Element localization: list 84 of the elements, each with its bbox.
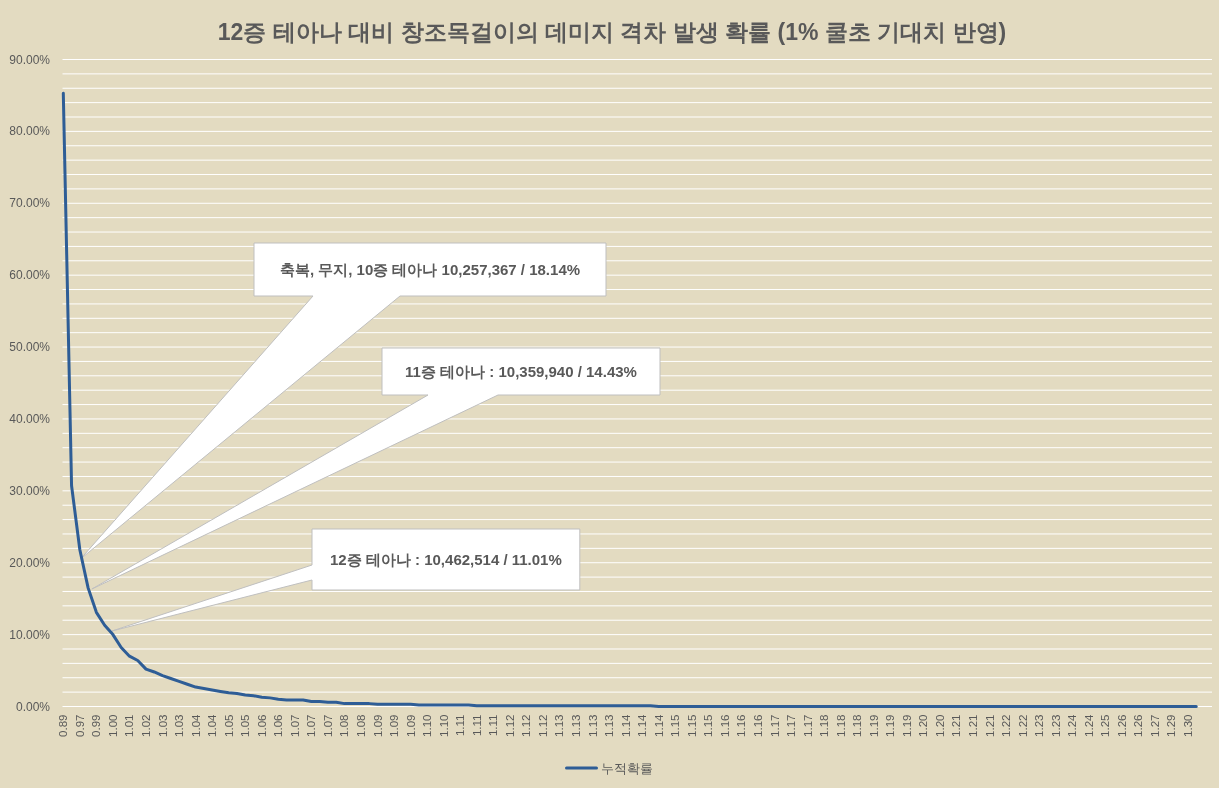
x-tick-label: 1.19: [900, 714, 913, 737]
x-tick-label: 1.13: [586, 714, 599, 737]
x-tick-label: 1.16: [735, 714, 748, 737]
x-tick-label: 1.13: [553, 714, 566, 737]
y-tick-label: 10.00%: [9, 627, 50, 642]
x-tick-label: 1.14: [619, 714, 632, 737]
x-tick-label: 1.02: [140, 714, 152, 737]
x-tick-label: 1.09: [404, 714, 417, 737]
x-tick-label: 1.23: [1033, 714, 1046, 737]
x-tick-label: 1.00: [106, 714, 119, 737]
x-tick-label: 1.04: [189, 714, 202, 737]
x-tick-label: 1.06: [272, 714, 285, 737]
x-tick-label: 1.21: [950, 714, 963, 737]
x-tick-label: 1.14: [636, 714, 649, 737]
x-tick-label: 1.11: [487, 714, 500, 737]
annotation: 축복, 무지, 10증 테아나 10,257,367 / 18.14%: [279, 261, 581, 278]
x-tick-label: 1.05: [239, 714, 252, 737]
x-tick-label: 1.18: [851, 714, 864, 737]
x-tick-label: 1.07: [288, 714, 301, 737]
y-tick-label: 40.00%: [9, 411, 50, 426]
x-tick-label: 1.10: [437, 714, 450, 737]
x-tick-label: 1.26: [1115, 714, 1128, 737]
x-tick-label: 1.12: [536, 714, 549, 737]
x-tick-label: 1.20: [917, 714, 930, 737]
x-tick-label: 1.07: [305, 714, 318, 737]
x-tick-label: 1.11: [454, 714, 467, 737]
x-tick-label: 1.15: [685, 714, 698, 737]
x-tick-label: 1.10: [421, 714, 434, 737]
x-tick-label: 1.03: [156, 714, 169, 737]
x-tick-label: 1.25: [1099, 714, 1112, 737]
x-tick-label: 1.27: [1148, 714, 1161, 737]
y-tick-label: 0.00%: [15, 699, 50, 714]
y-tick-label: 60.00%: [9, 268, 50, 283]
y-tick-label: 20.00%: [9, 555, 50, 570]
legend-label: 누적확률: [600, 760, 653, 776]
title: 12증 테아나 대비 창조목걸이의 데미지 격차 발생 확률 (1% 쿨초 기대치 반영): [217, 19, 1007, 45]
x-tick-label: 1.23: [1049, 714, 1062, 737]
x-tick-label: 1.08: [355, 714, 367, 737]
x-tick-label: 1.15: [702, 714, 715, 737]
y-tick-label: 70.00%: [9, 196, 50, 211]
x-tick-label: 1.26: [1132, 714, 1145, 737]
x-tick-label: 1.21: [983, 714, 996, 737]
x-tick-label: 1.01: [123, 714, 136, 737]
x-tick-label: 1.16: [751, 714, 764, 737]
x-tick-label: 0.97: [73, 714, 86, 737]
x-tick-label: 1.18: [834, 714, 847, 737]
x-tick-label: 1.21: [967, 714, 979, 737]
x-tick-label: 0.89: [57, 714, 70, 737]
x-tick-label: 1.16: [718, 714, 731, 737]
annotation: 12증 테아나 : 10,462,514 / 11.01%: [330, 551, 562, 568]
x-tick-label: 1.14: [652, 714, 665, 737]
x-tick-label: 1.05: [222, 714, 235, 737]
y-tick-label: 90.00%: [9, 52, 50, 67]
x-tick-label: 1.15: [669, 714, 682, 737]
x-tick-label: 1.17: [768, 714, 781, 737]
x-tick-label: 1.06: [255, 714, 268, 737]
x-tick-label: 1.09: [388, 714, 401, 737]
x-tick-label: 1.07: [321, 714, 334, 737]
x-tick-label: 1.17: [785, 714, 798, 737]
x-tick-label: 1.29: [1165, 714, 1178, 737]
x-tick-label: 1.19: [884, 714, 897, 737]
x-tick-label: 1.03: [173, 714, 186, 737]
x-tick-label: 1.18: [818, 714, 831, 737]
y-tick-label: 50.00%: [9, 340, 50, 355]
x-tick-label: 1.08: [338, 714, 351, 737]
x-tick-label: 1.24: [1082, 714, 1095, 737]
x-tick-label: 1.04: [206, 714, 219, 737]
x-tick-label: 1.24: [1066, 714, 1079, 737]
x-tick-label: 1.19: [867, 714, 880, 737]
x-tick-label: 1.12: [503, 714, 516, 737]
x-tick-label: 1.20: [933, 714, 946, 737]
annotation: 11증 테아나 : 10,359,940 / 14.43%: [405, 363, 637, 380]
x-tick-label: 1.11: [470, 714, 483, 737]
x-tick-label: 0.99: [90, 714, 103, 737]
x-tick-label: 1.09: [371, 714, 384, 737]
y-tick-label: 30.00%: [9, 483, 50, 498]
y-tick-label: 80.00%: [9, 124, 50, 139]
x-tick-label: 1.13: [570, 714, 583, 737]
x-tick-label: 1.30: [1182, 714, 1194, 737]
x-tick-label: 1.13: [603, 714, 616, 737]
x-tick-label: 1.17: [801, 714, 814, 737]
x-tick-label: 1.12: [520, 714, 533, 737]
x-tick-label: 1.22: [1016, 714, 1029, 737]
x-tick-label: 1.22: [1000, 714, 1013, 737]
